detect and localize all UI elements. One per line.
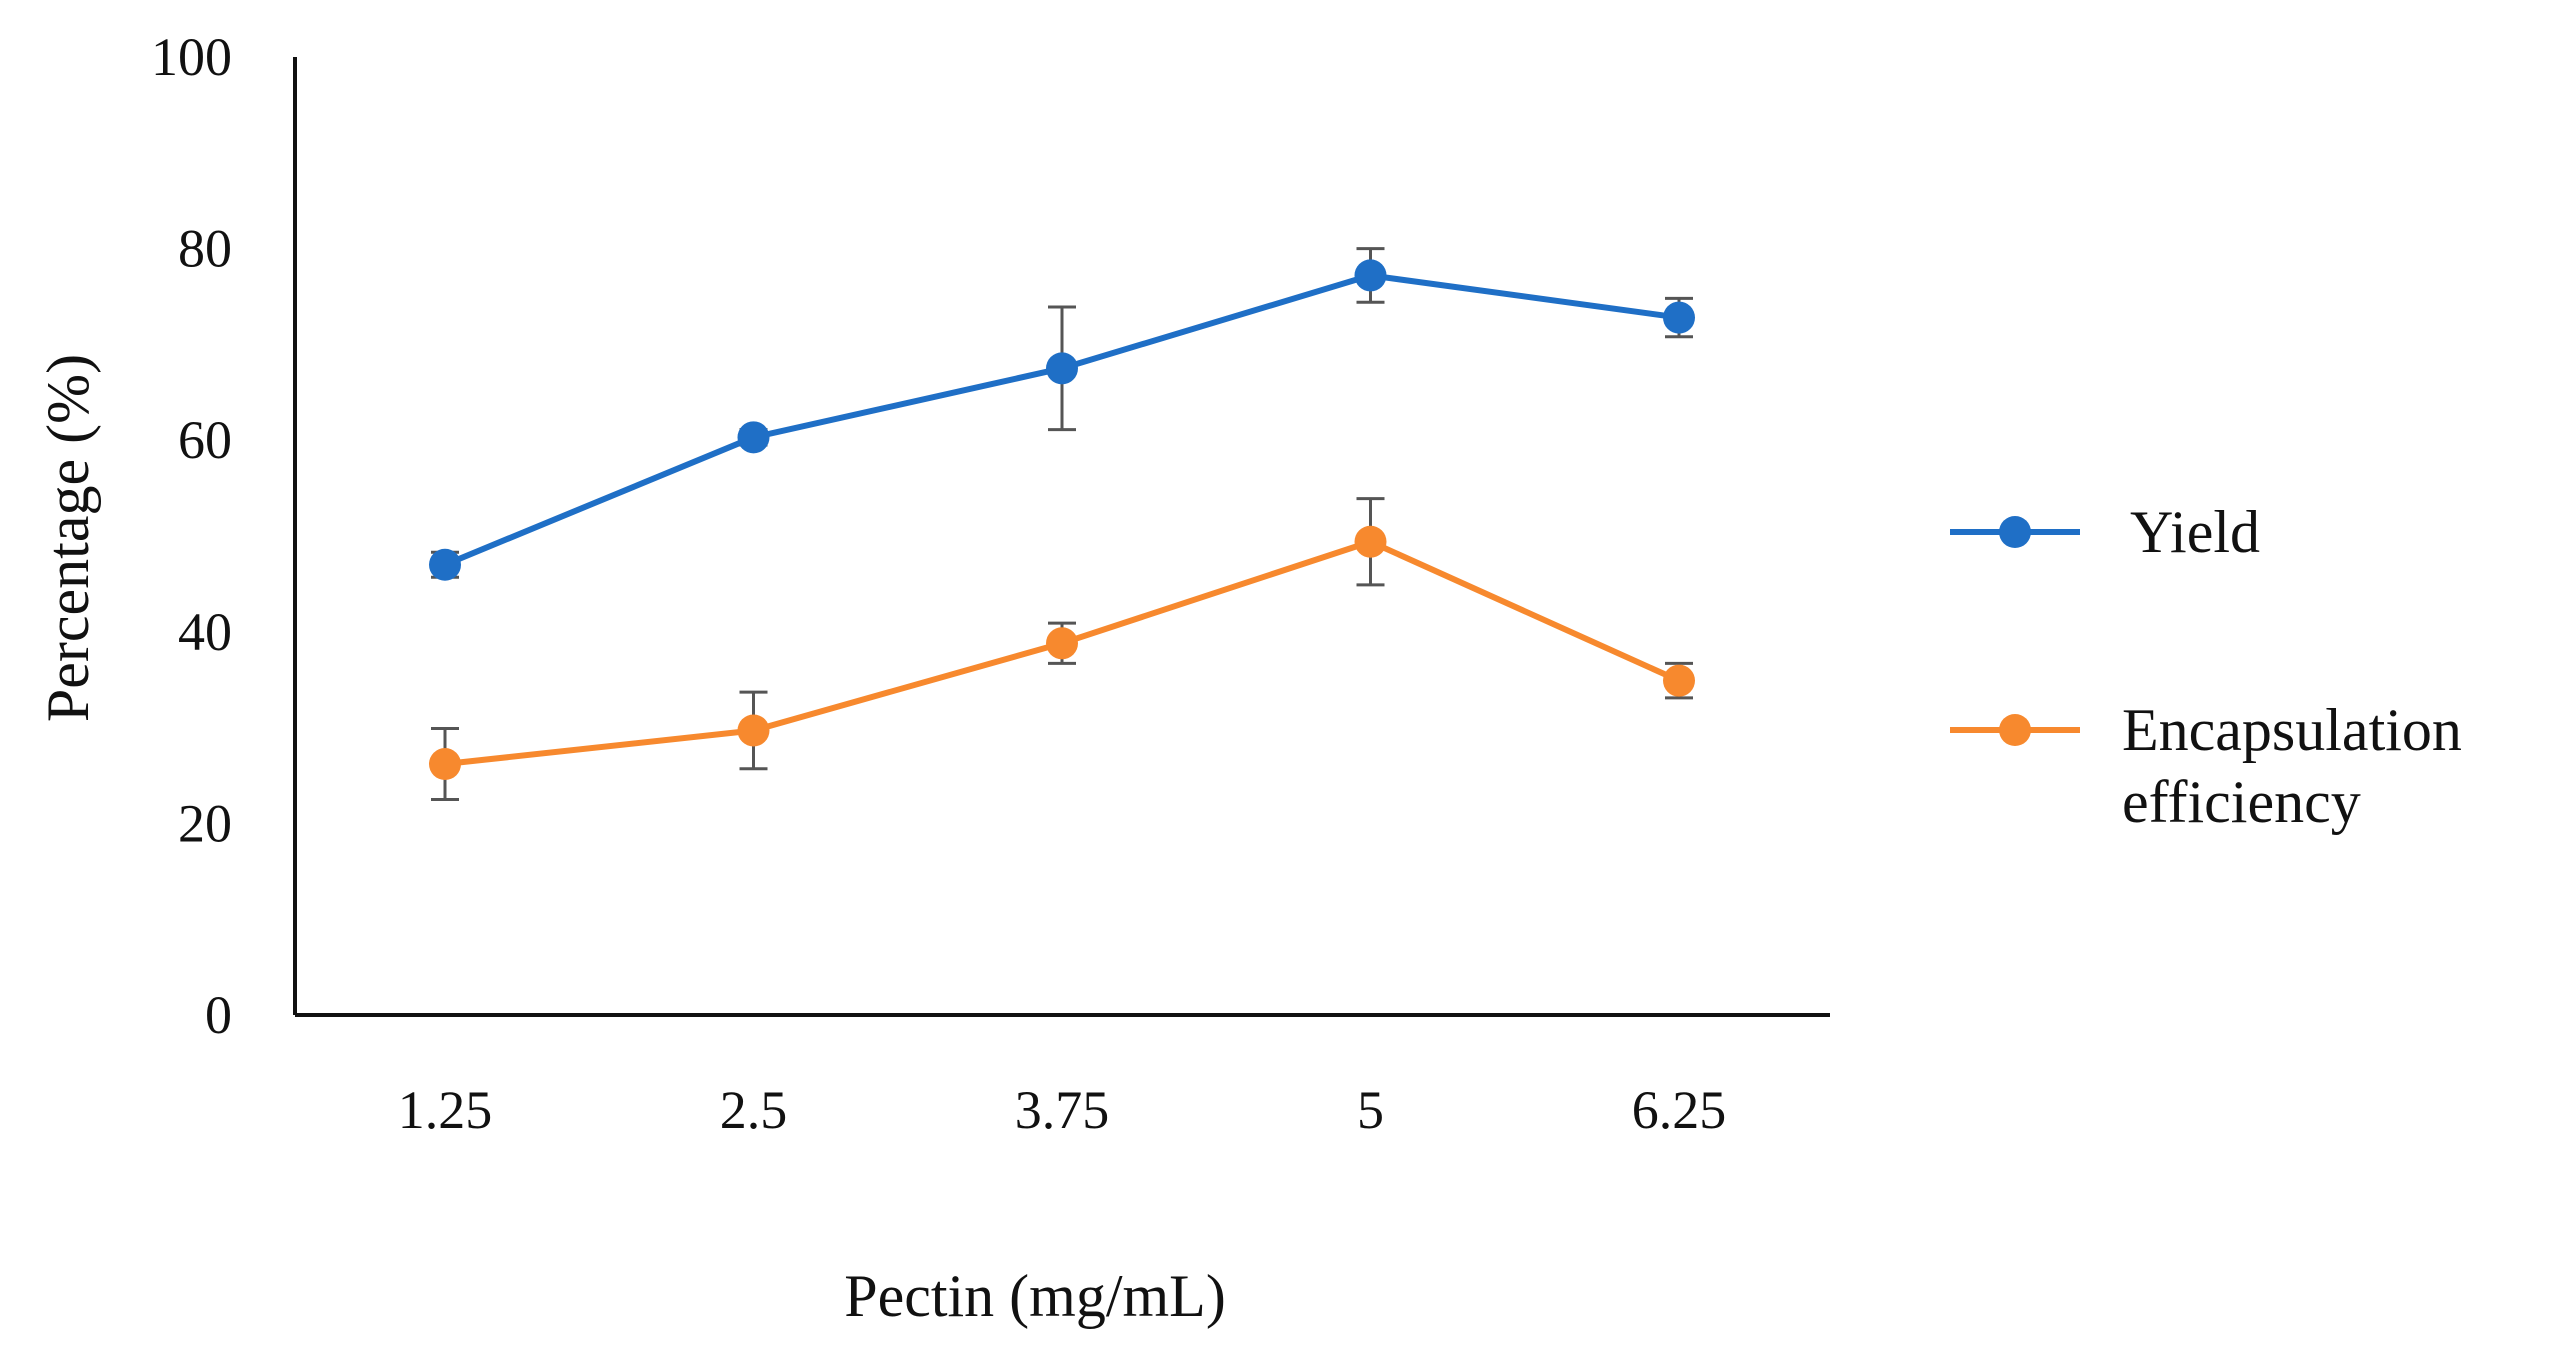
y-tick-label: 0 <box>205 985 232 1045</box>
data-point <box>1663 664 1695 697</box>
series-encapsulation-efficiency <box>429 497 1695 801</box>
axes: 0 20 40 60 80 100 1.25 2.5 3.75 5 6.25 <box>151 27 1830 1140</box>
legend-label-line: efficiency <box>2122 769 2361 835</box>
data-point <box>1354 525 1387 558</box>
legend: Yield Encapsulation efficiency <box>1950 499 2462 835</box>
legend-label-line: Encapsulation <box>2122 697 2462 763</box>
legend-marker <box>1999 714 2031 746</box>
x-tick-label: 2.5 <box>720 1080 788 1140</box>
x-tick-label: 3.75 <box>1015 1080 1110 1140</box>
data-point <box>737 714 770 747</box>
y-axis-title: Percentage (%) <box>35 354 101 722</box>
legend-item-yield: Yield <box>1950 499 2260 565</box>
series-layer <box>429 247 1695 801</box>
data-point <box>429 548 461 581</box>
legend-item-encapsulation-efficiency: Encapsulation efficiency <box>1950 697 2462 835</box>
x-tick-label: 5 <box>1357 1080 1384 1140</box>
legend-marker <box>1999 516 2031 548</box>
y-tick-label: 80 <box>178 219 232 279</box>
data-point <box>1663 301 1695 334</box>
x-axis-title: Pectin (mg/mL) <box>844 1263 1226 1329</box>
y-tick-label: 20 <box>178 793 232 853</box>
legend-label: Encapsulation efficiency <box>2122 697 2462 835</box>
x-tick-label: 6.25 <box>1632 1080 1727 1140</box>
data-point <box>1046 627 1078 660</box>
data-point <box>1354 259 1387 292</box>
data-point <box>429 748 461 781</box>
y-tick-label: 40 <box>178 602 232 662</box>
y-tick-label: 60 <box>178 410 232 470</box>
legend-label: Yield <box>2130 499 2260 565</box>
series-yield <box>429 247 1695 581</box>
data-point <box>737 421 770 454</box>
x-tick-label: 1.25 <box>398 1080 493 1140</box>
data-point <box>1046 352 1078 385</box>
y-tick-label: 100 <box>151 27 232 87</box>
